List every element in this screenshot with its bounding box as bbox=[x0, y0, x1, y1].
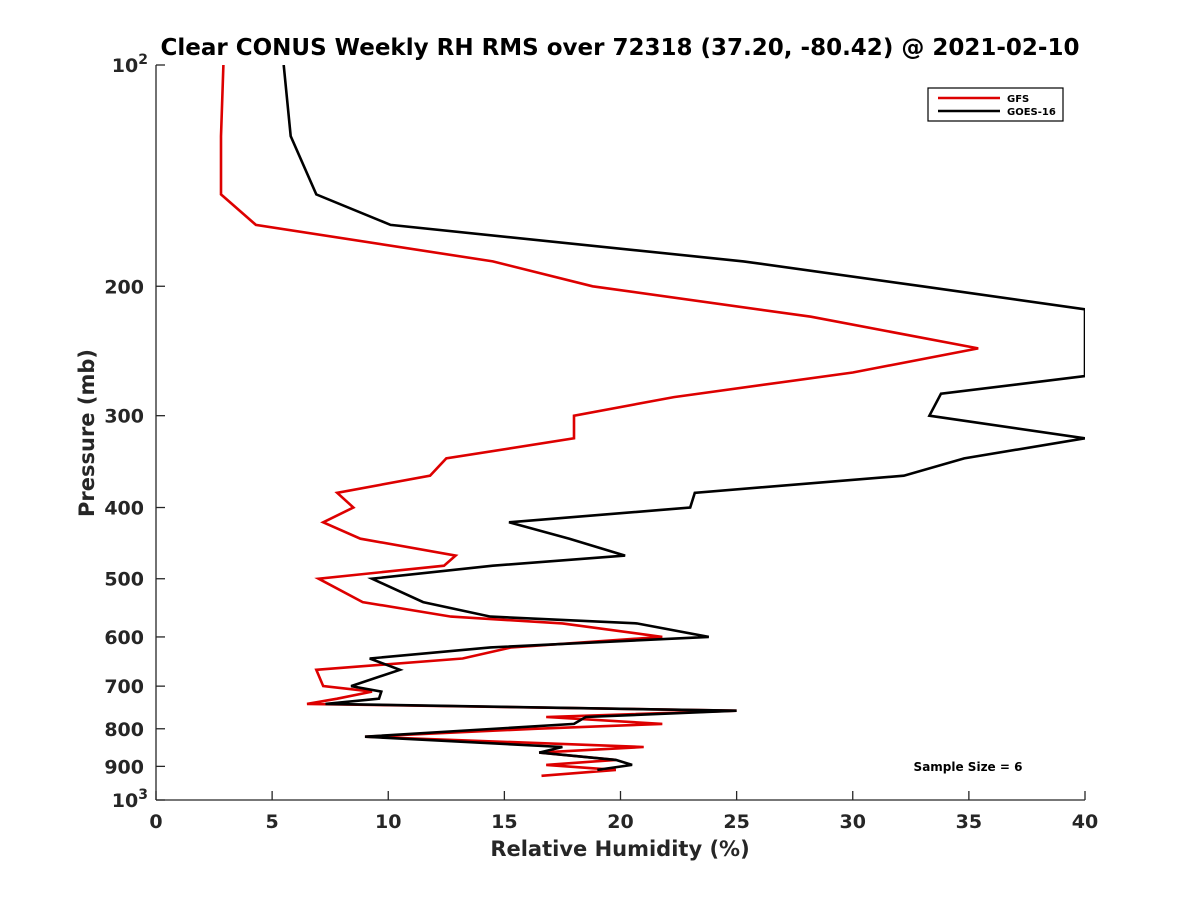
x-tick-label: 40 bbox=[1072, 811, 1098, 833]
x-tick-label: 30 bbox=[840, 811, 866, 833]
x-tick-label: 25 bbox=[723, 811, 749, 833]
legend-box bbox=[927, 87, 1064, 122]
y-tick-label: 700 bbox=[104, 676, 144, 698]
y-axis-label: Pressure (mb) bbox=[75, 349, 99, 517]
legend-label: GFS bbox=[1007, 94, 1029, 105]
y-tick-label: 102 bbox=[112, 52, 148, 77]
x-tick-label: 35 bbox=[956, 811, 982, 833]
series-line-gfs bbox=[219, 65, 979, 778]
series-line-goes-16 bbox=[282, 65, 1085, 772]
y-tick-label: 400 bbox=[104, 498, 144, 520]
y-tick-label: 600 bbox=[104, 627, 144, 649]
x-tick-label: 20 bbox=[607, 811, 633, 833]
x-tick-label: 5 bbox=[266, 811, 279, 833]
plot-area: 0 5 10 15 20 25 30 35 40 102 200 300 400 500 600 700 800… bbox=[104, 52, 1098, 833]
y-tick-label: 500 bbox=[104, 569, 144, 591]
y-tick-label: 900 bbox=[104, 756, 144, 778]
y-tick-label: 300 bbox=[104, 406, 144, 428]
legend-label: GOES-16 bbox=[1007, 107, 1056, 118]
x-tick-label: 10 bbox=[375, 811, 401, 833]
y-tick-label: 103 bbox=[112, 787, 148, 812]
x-tick-label: 0 bbox=[149, 811, 162, 833]
chart-title: Clear CONUS Weekly RH RMS over 72318 (37… bbox=[161, 35, 1080, 61]
y-tick-label: 800 bbox=[104, 719, 144, 741]
y-tick-label: 200 bbox=[104, 276, 144, 298]
x-axis-label: Relative Humidity (%) bbox=[490, 837, 749, 861]
x-tick-label: 15 bbox=[491, 811, 517, 833]
sample-size-annotation: Sample Size = 6 bbox=[914, 760, 1023, 774]
